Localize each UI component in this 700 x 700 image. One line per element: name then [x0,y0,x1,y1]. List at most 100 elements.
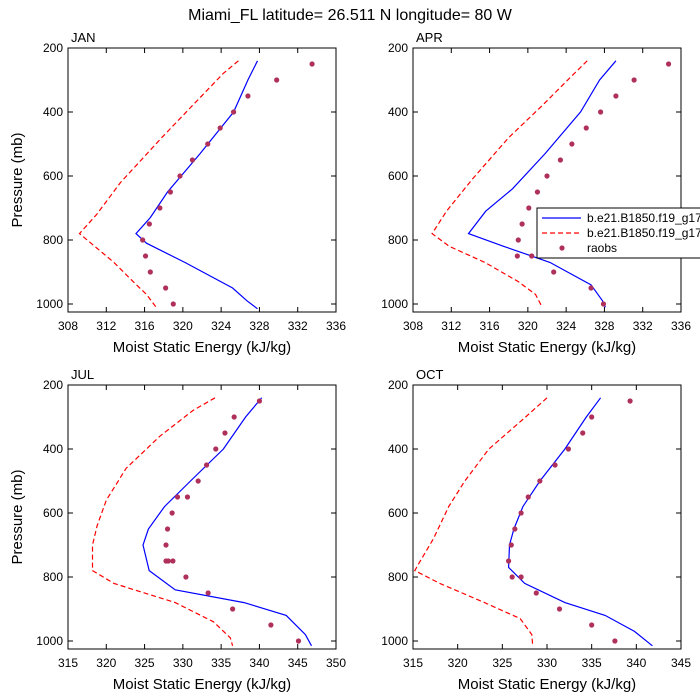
raobs-point [164,526,171,532]
raobs-point [146,221,152,227]
y-tick-label: 400 [388,442,408,456]
x-tick-label: 324 [556,319,576,333]
figure-title: Miami_FL latitude= 26.511 N longitude= 8… [188,7,513,24]
panel-title-apr: APR [416,30,443,45]
y-tick-label: 800 [388,233,408,247]
panel-jul: 315 320 325 330 335 340 345 350 200 400 600 800 1000… [9,367,346,693]
raobs-point [526,205,532,211]
x-axis-label: Moist Static Energy (kJ/kg) [113,676,291,693]
x-tick-label: 328 [249,319,269,333]
y-axis-label: Pressure (mb) [9,132,26,227]
raobs-point [589,414,595,420]
x-tick-label: 320 [173,319,193,333]
raobs-point [184,494,191,500]
x-tick-label: 328 [594,319,614,333]
raobs-point [529,253,535,259]
raobs-point [509,574,515,580]
y-tick-label: 1000 [381,634,408,648]
x-tick-label: 315 [58,656,78,670]
raobs-point [147,269,153,275]
raobs-point [170,558,176,564]
raobs-point [514,253,520,259]
x-tick-label: 330 [537,656,557,670]
raobs-point [627,398,633,404]
raobs-point [537,478,543,484]
x-axis-label: Moist Static Energy (kJ/kg) [113,339,291,356]
x-tick-label: 325 [492,656,512,670]
x-tick-label: 308 [403,319,423,333]
x-tick-label: 332 [633,319,653,333]
raobs-point [183,574,189,580]
y-tick-label: 200 [43,378,63,392]
legend-entry-2: b.e21.B1850.f19_g17 [587,226,700,240]
plot-frame [67,384,337,650]
y-tick-label: 600 [388,506,408,520]
x-tick-label: 312 [441,319,461,333]
raobs-point [518,510,524,516]
model-solid-line [142,397,313,647]
raobs-point [588,285,594,291]
legend-marker-raobs [559,245,565,251]
raobs-point [222,430,228,436]
raobs-point [169,510,175,516]
x-axis-label: Moist Static Energy (kJ/kg) [458,676,636,693]
raobs-point [213,446,219,452]
plot-frame [412,384,682,650]
raobs-point [163,285,169,291]
raobs-point [295,638,302,644]
raobs-point [518,574,524,580]
raobs-point [142,253,149,259]
x-tick-label: 316 [480,319,500,333]
y-tick-label: 1000 [36,297,63,311]
model-solid-line [135,60,259,310]
x-tick-label: 320 [448,656,468,670]
y-tick-label: 1000 [36,634,63,648]
y-tick-label: 800 [43,570,63,584]
raobs-point [519,221,525,227]
raobs-point [217,125,223,131]
x-tick-label: 345 [671,656,691,670]
raobs-point [533,590,539,596]
raobs-point [612,638,618,644]
raobs-point [256,398,263,404]
x-tick-label: 336 [326,319,346,333]
model-dashed-line [91,397,234,646]
raobs-point [203,462,210,468]
model-solid-line [507,397,653,647]
panel-jan: 308 312 316 320 324 328 332 336 200 400 600 800 1000… [9,30,346,356]
x-tick-label: 325 [135,656,155,670]
legend-box [536,207,700,259]
raobs-point [569,141,575,147]
raobs-point [525,494,531,500]
raobs-point [157,205,163,211]
legend-entry-3: raobs [587,241,617,255]
raobs-point [551,269,557,275]
y-tick-label: 400 [43,105,63,119]
raobs-point [505,558,512,564]
x-tick-label: 350 [326,656,346,670]
x-tick-label: 320 [518,319,538,333]
x-tick-label: 330 [173,656,193,670]
plot-frame [67,47,337,313]
raobs-point [580,430,586,436]
raobs-point [613,93,619,99]
x-tick-label: 335 [582,656,602,670]
model-dashed-line [413,397,548,646]
x-tick-label: 315 [403,656,423,670]
model-dashed-line [78,60,239,308]
raobs-point [205,141,211,147]
raobs-point [598,109,604,115]
raobs-point [230,606,236,612]
raobs-point [665,61,672,67]
plot-frame [412,47,682,313]
raobs-point [268,622,274,628]
raobs-point [177,173,183,179]
panel-title-jul: JUL [71,367,94,382]
x-tick-label: 312 [96,319,116,333]
raobs-point [174,494,181,500]
x-tick-label: 308 [58,319,78,333]
y-axis-label: Pressure (mb) [9,469,26,564]
raobs-point [508,542,514,548]
raobs-point [515,237,521,243]
